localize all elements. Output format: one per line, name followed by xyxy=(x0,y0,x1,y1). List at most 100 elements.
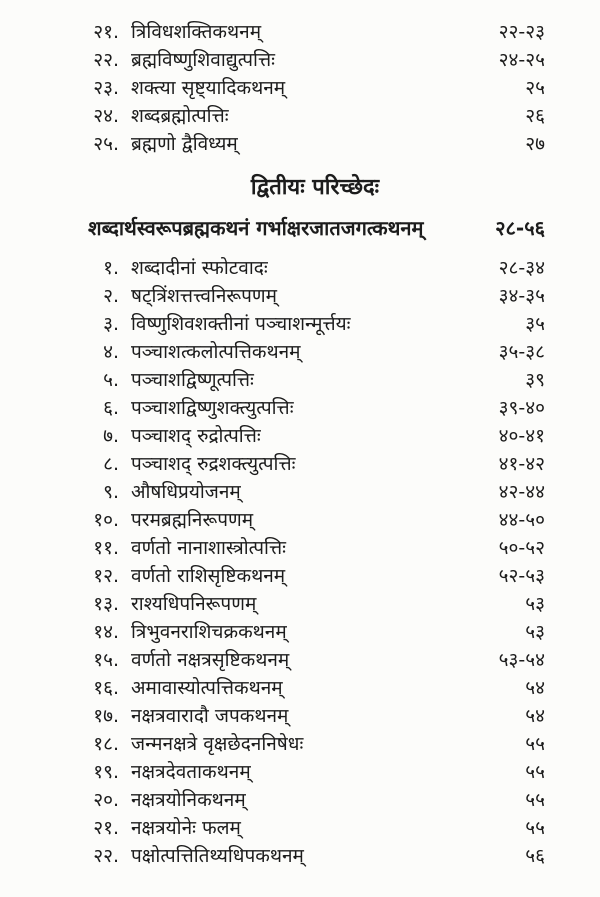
entry-title: पञ्चाशद् रुद्रशक्त्युत्पत्तिः xyxy=(131,453,296,475)
entry-number: ८. xyxy=(103,453,119,475)
toc-entry-row: १८. जन्मनक्षत्रे वृक्षछेदननिषेधः ५५ xyxy=(85,730,545,758)
entry-title: नक्षत्रवारादौ जपकथनम् xyxy=(131,705,289,727)
toc-entry-row: ९. औषधिप्रयोजनम् ४२-४४ xyxy=(85,478,545,506)
entry-number: १०. xyxy=(93,509,119,531)
toc-entry-row: ११. वर्णतो नानाशास्त्रोत्पत्तिः ५०-५२ xyxy=(85,534,545,562)
entry-pages: २४-२५ xyxy=(498,49,545,71)
chapter-heading: द्वितीयः परिच्छेदः xyxy=(250,175,380,200)
entry-title: त्रिभुवनराशिचक्रकथनम् xyxy=(131,621,287,643)
toc-entry-row: २०. नक्षत्रयोनिकथनम् ५५ xyxy=(85,786,545,814)
entry-title: विष्णुशिवशक्तीनां पञ्चाशन्मूर्त्तयः xyxy=(131,313,351,335)
toc-entry-row: २. षट्त्रिंशत्तत्त्वनिरूपणम् ३४-३५ xyxy=(85,282,545,310)
entry-title: अमावास्योत्पत्तिकथनम् xyxy=(131,677,283,699)
entry-pages: ३५ xyxy=(525,313,545,335)
entry-title: वर्णतो राशिसृष्टिकथनम् xyxy=(131,565,286,587)
entry-title: वर्णतो नक्षत्रसृष्टिकथनम् xyxy=(131,649,290,671)
toc-entry-row: ३. विष्णुशिवशक्तीनां पञ्चाशन्मूर्त्तयः ३… xyxy=(85,310,545,338)
entry-pages: ५३-५४ xyxy=(498,649,545,671)
entry-pages: २७ xyxy=(525,133,545,155)
toc-main-list: १. शब्दादीनां स्फोटवादः २८-३४ २. षट्त्रि… xyxy=(85,254,545,870)
entry-title: वर्णतो नानाशास्त्रोत्पत्तिः xyxy=(131,537,286,559)
toc-entry-row: ६. पञ्चाशद्विष्णुशक्त्युत्पत्तिः ३९-४० xyxy=(85,394,545,422)
toc-entry-row: १२. वर्णतो राशिसृष्टिकथनम् ५२-५३ xyxy=(85,562,545,590)
entry-number: १६. xyxy=(93,677,119,699)
entry-title: पञ्चाशद्विष्णुशक्त्युत्पत्तिः xyxy=(131,397,294,419)
entry-number: ७. xyxy=(103,425,119,447)
entry-number: २३. xyxy=(93,77,119,99)
entry-pages: २५ xyxy=(525,77,545,99)
toc-entry-row: २४. शब्दब्रह्मोत्पत्तिः २६ xyxy=(85,102,545,130)
entry-title: नक्षत्रयोनेः फलम् xyxy=(131,817,241,839)
toc-entry-row: २२. पक्षोत्पत्तितिथ्यधिपकथनम् ५६ xyxy=(85,842,545,870)
entry-title: पक्षोत्पत्तितिथ्यधिपकथनम् xyxy=(131,845,304,867)
entry-title: पञ्चाशत्कलोत्पत्तिकथनम् xyxy=(131,341,301,363)
toc-entry-row: १९. नक्षत्रदेवताकथनम् ५५ xyxy=(85,758,545,786)
entry-title: नक्षत्रयोनिकथनम् xyxy=(131,789,246,811)
toc-entry-row: ५. पञ्चाशद्विष्णूत्पत्तिः ३९ xyxy=(85,366,545,394)
entry-number: १४. xyxy=(93,621,119,643)
entry-pages: ५४ xyxy=(525,705,545,727)
toc-entry-row: १४. त्रिभुवनराशिचक्रकथनम् ५३ xyxy=(85,618,545,646)
entry-title: शक्त्या सृष्ट्यादिकथनम् xyxy=(131,77,286,99)
entry-number: १२. xyxy=(93,565,119,587)
entry-title: औषधिप्रयोजनम् xyxy=(131,481,241,503)
entry-pages: २८-३४ xyxy=(498,257,545,279)
toc-entry-row: ८. पञ्चाशद् रुद्रशक्त्युत्पत्तिः ४१-४२ xyxy=(85,450,545,478)
entry-title: त्रिविधशक्तिकथनम् xyxy=(131,21,262,43)
entry-pages: ४०-४१ xyxy=(498,425,545,447)
entry-pages: ५५ xyxy=(525,789,545,811)
entry-pages: ५५ xyxy=(525,817,545,839)
entry-pages: ५४ xyxy=(525,677,545,699)
entry-number: १९. xyxy=(93,761,119,783)
entry-pages: ४२-४४ xyxy=(498,481,545,503)
entry-pages: ५५ xyxy=(525,761,545,783)
entry-pages: ५६ xyxy=(525,845,545,867)
entry-number: २१. xyxy=(93,817,119,839)
entry-number: ११. xyxy=(93,537,119,559)
entry-pages: ३९ xyxy=(525,369,545,391)
entry-pages: ४४-५० xyxy=(498,509,545,531)
entry-number: १. xyxy=(103,257,119,279)
section-pages: २८-५६ xyxy=(495,216,545,240)
toc-entry-row: २१. नक्षत्रयोनेः फलम् ५५ xyxy=(85,814,545,842)
entry-number: ४. xyxy=(103,341,119,363)
entry-number: ९. xyxy=(103,481,119,503)
entry-title: राश्यधिपनिरूपणम् xyxy=(131,593,257,615)
toc-entry-row: १७. नक्षत्रवारादौ जपकथनम् ५४ xyxy=(85,702,545,730)
entry-title: नक्षत्रदेवताकथनम् xyxy=(131,761,251,783)
entry-title: षट्त्रिंशत्तत्त्वनिरूपणम् xyxy=(131,285,278,307)
entry-title: शब्दब्रह्मोत्पत्तिः xyxy=(131,105,229,127)
entry-title: परमब्रह्मनिरूपणम् xyxy=(131,509,254,531)
entry-number: १८. xyxy=(93,733,119,755)
toc-entry-row: १३. राश्यधिपनिरूपणम् ५३ xyxy=(85,590,545,618)
section-heading-row: शब्दार्थस्वरूपब्रह्मकथनं गर्भाक्षरजातजगत… xyxy=(88,214,545,242)
entry-title: पञ्चाशद् रुद्रोत्पत्तिः xyxy=(131,425,261,447)
entry-number: ५. xyxy=(103,369,119,391)
toc-entry-row: १०. परमब्रह्मनिरूपणम् ४४-५० xyxy=(85,506,545,534)
toc-entry-row: १. शब्दादीनां स्फोटवादः २८-३४ xyxy=(85,254,545,282)
page-content: २१. त्रिविधशक्तिकथनम् २२-२३ २२. ब्रह्मवि… xyxy=(85,18,545,870)
entry-title: ब्रह्मणो द्वैविध्यम् xyxy=(131,133,238,155)
entry-pages: २२-२३ xyxy=(498,21,545,43)
entry-number: १३. xyxy=(93,593,119,615)
entry-pages: ३५-३८ xyxy=(498,341,545,363)
entry-number: २२. xyxy=(93,845,119,867)
entry-number: २२. xyxy=(93,49,119,71)
entry-number: २४. xyxy=(93,105,119,127)
toc-entry-row: १६. अमावास्योत्पत्तिकथनम् ५४ xyxy=(85,674,545,702)
entry-pages: ५२-५३ xyxy=(498,565,545,587)
entry-pages: ३४-३५ xyxy=(498,285,545,307)
toc-top-list: २१. त्रिविधशक्तिकथनम् २२-२३ २२. ब्रह्मवि… xyxy=(85,18,545,158)
toc-entry-row: २१. त्रिविधशक्तिकथनम् २२-२३ xyxy=(85,18,545,46)
entry-pages: २६ xyxy=(525,105,545,127)
entry-pages: ५०-५२ xyxy=(498,537,545,559)
toc-entry-row: १५. वर्णतो नक्षत्रसृष्टिकथनम् ५३-५४ xyxy=(85,646,545,674)
entry-number: २१. xyxy=(93,21,119,43)
entry-number: ३. xyxy=(103,313,119,335)
entry-number: ६. xyxy=(103,397,119,419)
toc-entry-row: २५. ब्रह्मणो द्वैविध्यम् २७ xyxy=(85,130,545,158)
entry-number: २५. xyxy=(93,133,119,155)
entry-pages: ५३ xyxy=(525,593,545,615)
toc-entry-row: २३. शक्त्या सृष्ट्यादिकथनम् २५ xyxy=(85,74,545,102)
